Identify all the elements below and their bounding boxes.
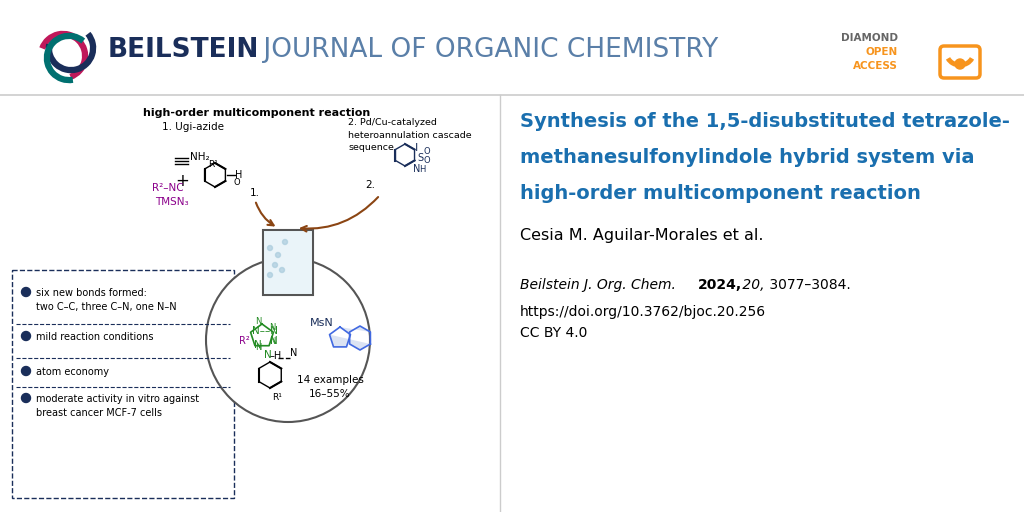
Text: O: O (233, 178, 240, 187)
Text: high-order multicomponent reaction: high-order multicomponent reaction (520, 184, 921, 203)
Bar (264, 231, 312, 294)
Circle shape (206, 258, 370, 422)
Text: atom economy: atom economy (36, 367, 109, 377)
Text: BEILSTEIN: BEILSTEIN (108, 37, 259, 63)
Circle shape (275, 252, 281, 258)
Text: NH₂: NH₂ (190, 152, 210, 162)
Text: R¹: R¹ (208, 160, 218, 169)
FancyBboxPatch shape (263, 230, 313, 295)
Text: N: N (270, 336, 278, 346)
Text: Synthesis of the 1,5-disubstituted tetrazole-: Synthesis of the 1,5-disubstituted tetra… (520, 112, 1010, 131)
Text: 2. Pd/Cu-catalyzed
heteroannulation cascade
sequence: 2. Pd/Cu-catalyzed heteroannulation casc… (348, 118, 472, 152)
Text: N: N (269, 324, 275, 332)
Text: O: O (424, 156, 431, 165)
Polygon shape (330, 326, 371, 350)
Circle shape (22, 394, 31, 402)
Text: N: N (290, 348, 297, 358)
Text: H: H (419, 165, 425, 174)
FancyBboxPatch shape (940, 46, 980, 78)
Text: CC BY 4.0: CC BY 4.0 (520, 326, 588, 340)
Text: R¹: R¹ (272, 393, 282, 402)
Text: 2.: 2. (365, 180, 375, 190)
Circle shape (272, 263, 278, 267)
Text: N: N (264, 350, 271, 360)
Text: 2024,: 2024, (698, 278, 742, 292)
Circle shape (22, 288, 31, 296)
Text: H: H (234, 170, 243, 180)
Text: N: N (269, 337, 275, 347)
Circle shape (22, 367, 31, 375)
Text: https://doi.org/10.3762/bjoc.20.256: https://doi.org/10.3762/bjoc.20.256 (520, 305, 766, 319)
Text: Beilstein J. Org. Chem.: Beilstein J. Org. Chem. (520, 278, 680, 292)
Text: 1. Ugi-azide: 1. Ugi-azide (162, 122, 224, 132)
Circle shape (267, 272, 272, 278)
Text: Cesia M. Aguilar-Morales et al.: Cesia M. Aguilar-Morales et al. (520, 228, 764, 243)
Text: +: + (175, 172, 189, 190)
Text: R²: R² (239, 336, 250, 346)
Text: R²–NC: R²–NC (152, 183, 183, 193)
Circle shape (280, 267, 285, 272)
Text: DIAMOND: DIAMOND (841, 33, 898, 43)
Text: O: O (424, 147, 431, 156)
Text: N––N: N––N (252, 326, 278, 336)
Text: 14 examples
16–55%: 14 examples 16–55% (297, 375, 364, 399)
Text: –H: –H (270, 351, 283, 361)
Text: 20,: 20, (738, 278, 765, 292)
FancyBboxPatch shape (12, 270, 234, 498)
Text: N: N (254, 340, 262, 350)
Text: ACCESS: ACCESS (853, 61, 898, 71)
Text: N: N (255, 317, 261, 327)
Text: OPEN: OPEN (865, 47, 898, 57)
Text: 1.: 1. (250, 188, 260, 198)
Text: N: N (413, 164, 421, 174)
Circle shape (955, 59, 965, 69)
Text: MsN: MsN (310, 318, 334, 328)
Text: I: I (415, 143, 418, 153)
Circle shape (22, 331, 31, 340)
Text: N: N (255, 344, 261, 352)
Circle shape (283, 240, 288, 245)
Text: S: S (417, 153, 423, 163)
Text: methanesulfonylindole hybrid system via: methanesulfonylindole hybrid system via (520, 148, 975, 167)
Text: mild reaction conditions: mild reaction conditions (36, 332, 154, 342)
Text: 3077–3084.: 3077–3084. (765, 278, 851, 292)
Circle shape (267, 245, 272, 250)
Text: six new bonds formed:
two C–C, three C–N, one N–N: six new bonds formed: two C–C, three C–N… (36, 288, 176, 312)
Text: TMSN₃: TMSN₃ (155, 197, 188, 207)
Text: moderate activity in vitro against
breast cancer MCF-7 cells: moderate activity in vitro against breas… (36, 394, 199, 418)
Text: JOURNAL OF ORGANIC CHEMISTRY: JOURNAL OF ORGANIC CHEMISTRY (255, 37, 718, 63)
Text: high-order multicomponent reaction: high-order multicomponent reaction (143, 108, 371, 118)
